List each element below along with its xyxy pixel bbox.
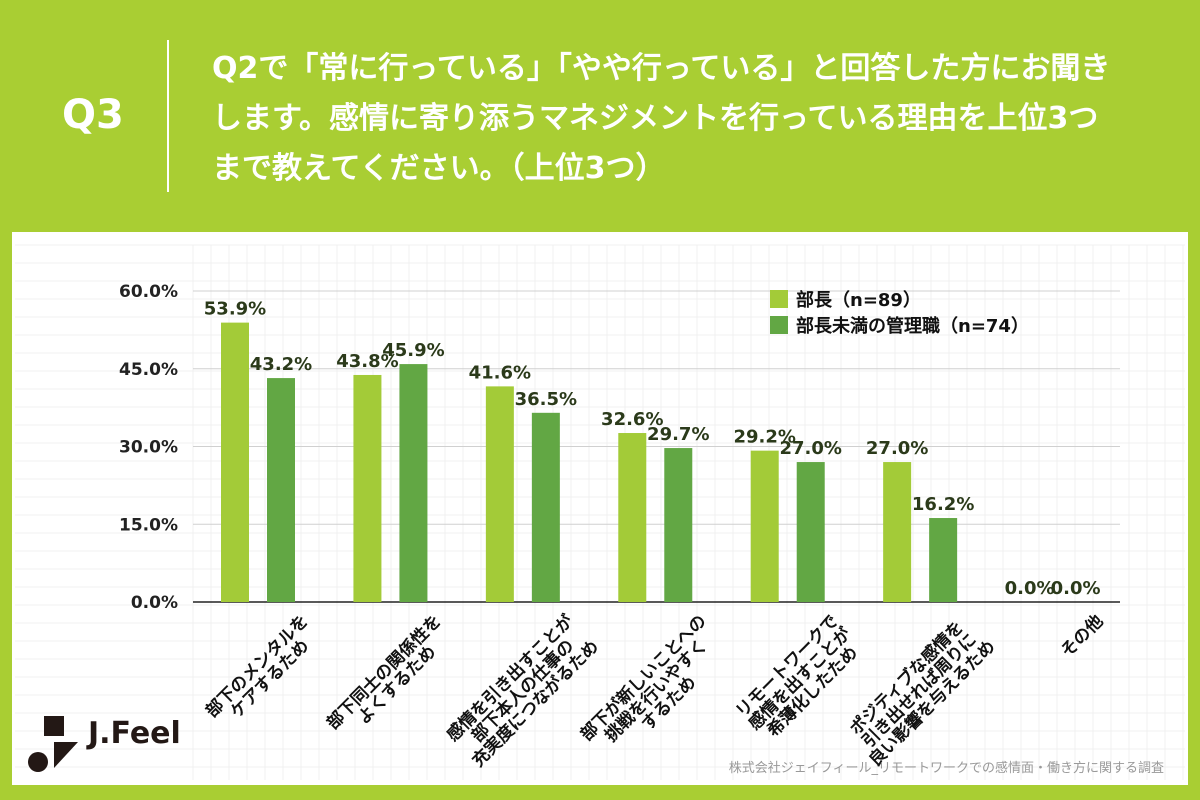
y-tick-label: 60.0% [119, 282, 178, 302]
data-label: 53.9% [204, 299, 266, 320]
data-label: 32.6% [601, 409, 663, 430]
legend-label: 部長（n=89） [796, 289, 921, 311]
legend-swatch [770, 316, 788, 334]
question-text: Q2で「常に行っている」「やや行っている」と回答した方にお聞きします。感情に寄り… [212, 51, 1111, 186]
bar [399, 364, 428, 602]
bar [883, 462, 912, 602]
bar [796, 462, 825, 602]
data-label: 29.7% [647, 424, 709, 445]
y-tick-label: 30.0% [119, 438, 178, 458]
jfeel-logo-icon [28, 716, 78, 772]
bar [485, 386, 514, 602]
data-label: 36.5% [515, 389, 577, 410]
data-label: 29.2% [733, 427, 795, 448]
data-label: 27.0% [866, 438, 928, 459]
data-label: 41.6% [469, 362, 531, 383]
legend-swatch [770, 290, 788, 308]
data-label: 0.0% [1005, 578, 1055, 599]
data-label: 16.2% [912, 494, 974, 515]
legend-label: 部長未満の管理職（n=74） [796, 315, 1029, 337]
data-label: 43.2% [250, 354, 312, 375]
data-label: 0.0% [1051, 578, 1101, 599]
y-tick-label: 45.0% [119, 360, 178, 380]
data-label: 43.8% [336, 351, 398, 372]
question-number: Q3 [62, 92, 124, 138]
data-label: 45.9% [382, 340, 444, 361]
y-tick-label: 0.0% [131, 593, 178, 613]
chart-panel [12, 232, 1188, 785]
bar [750, 450, 779, 602]
bar [664, 448, 693, 602]
data-label: 27.0% [779, 438, 841, 459]
y-tick-label: 15.0% [119, 515, 178, 535]
header-divider [167, 40, 169, 192]
bar [353, 374, 382, 602]
bar [267, 378, 295, 602]
source-note: 株式会社ジェイフィール_リモートワークでの感情面・働き方に関する調査 [728, 761, 1164, 776]
logo-text: J.Feel [88, 716, 181, 751]
bar [531, 412, 560, 602]
bar [929, 518, 958, 602]
bar [221, 322, 249, 602]
bar [618, 433, 647, 602]
